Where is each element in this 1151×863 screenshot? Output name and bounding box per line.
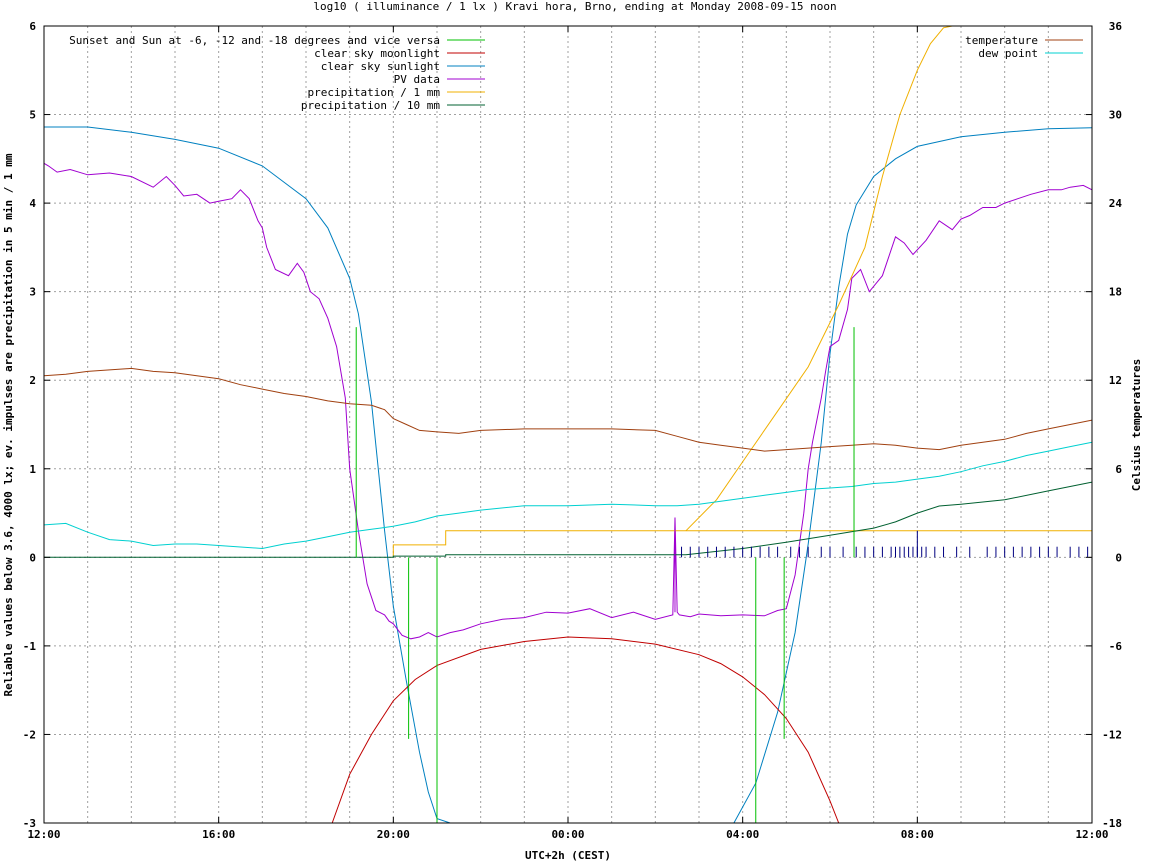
x-tick-label: 00:00 [551, 828, 584, 841]
y2-tick-label: -18 [1102, 817, 1122, 830]
legend-label: dew point [978, 47, 1038, 60]
y2-tick-label: -6 [1109, 640, 1123, 653]
y2-tick-label: 6 [1115, 463, 1122, 476]
x-tick-label: 16:00 [202, 828, 235, 841]
y-tick-label: 0 [29, 551, 36, 564]
chart-title: log10 ( illuminance / 1 lx ) Kravi hora,… [313, 0, 836, 13]
series-precip1-line [392, 530, 1092, 558]
x-tick-label: 04:00 [726, 828, 759, 841]
y2-tick-label: 18 [1109, 286, 1122, 299]
y-tick-label: -2 [23, 728, 36, 741]
legend-label: precipitation / 1 mm [308, 86, 441, 99]
y-tick-label: 4 [29, 197, 36, 210]
x-tick-label: 12:00 [27, 828, 60, 841]
legend-label: temperature [965, 34, 1038, 47]
y2-tick-label: 0 [1115, 551, 1122, 564]
y-tick-label: -3 [23, 817, 36, 830]
series-temperature-line [43, 367, 1093, 452]
legend-label: clear sky sunlight [321, 60, 440, 73]
y2-tick-label: 36 [1109, 20, 1123, 33]
legend: Sunset and Sun at -6, -12 and -18 degree… [69, 34, 1083, 112]
y2-tick-label: 24 [1109, 197, 1123, 210]
y-tick-label: 2 [29, 374, 36, 387]
plot-traces [43, 25, 1093, 824]
y2-tick-label: 30 [1109, 109, 1122, 122]
axis-ticks: 12:00 16:00 20:00 00:00 04:00 08:00 12:00-3-2-… [23, 20, 1123, 841]
plot-frame [43, 25, 1093, 824]
series-precip1-line-part2 [685, 25, 953, 532]
y2-tick-label: 12 [1109, 374, 1122, 387]
series-dewpoint-line [43, 441, 1093, 550]
y-tick-label: 3 [29, 286, 36, 299]
legend-label: PV data [394, 73, 440, 86]
x-tick-label: 08:00 [901, 828, 934, 841]
series-moonlight-line [331, 636, 840, 824]
x-axis-label: UTC+2h (CEST) [525, 849, 611, 862]
y-tick-label: 1 [29, 463, 36, 476]
legend-label: precipitation / 10 mm [301, 99, 440, 112]
y-tick-label: -1 [23, 640, 37, 653]
x-tick-label: 20:00 [377, 828, 410, 841]
y-tick-label: 6 [29, 20, 36, 33]
y2-tick-label: -12 [1102, 728, 1122, 741]
y-axis-label: Reliable values below 3.6, 4000 lx; ev. … [2, 153, 15, 696]
y2-axis-label: Celsius temperatures [1130, 359, 1143, 491]
legend-label: clear sky moonlight [314, 47, 440, 60]
grid-lines [44, 26, 1092, 823]
y-tick-label: 5 [29, 109, 36, 122]
legend-label: Sunset and Sun at -6, -12 and -18 degree… [69, 34, 440, 47]
series-precip10-line [44, 481, 1093, 558]
series-pv-line [43, 162, 1093, 640]
x-tick-label: 12:00 [1075, 828, 1108, 841]
